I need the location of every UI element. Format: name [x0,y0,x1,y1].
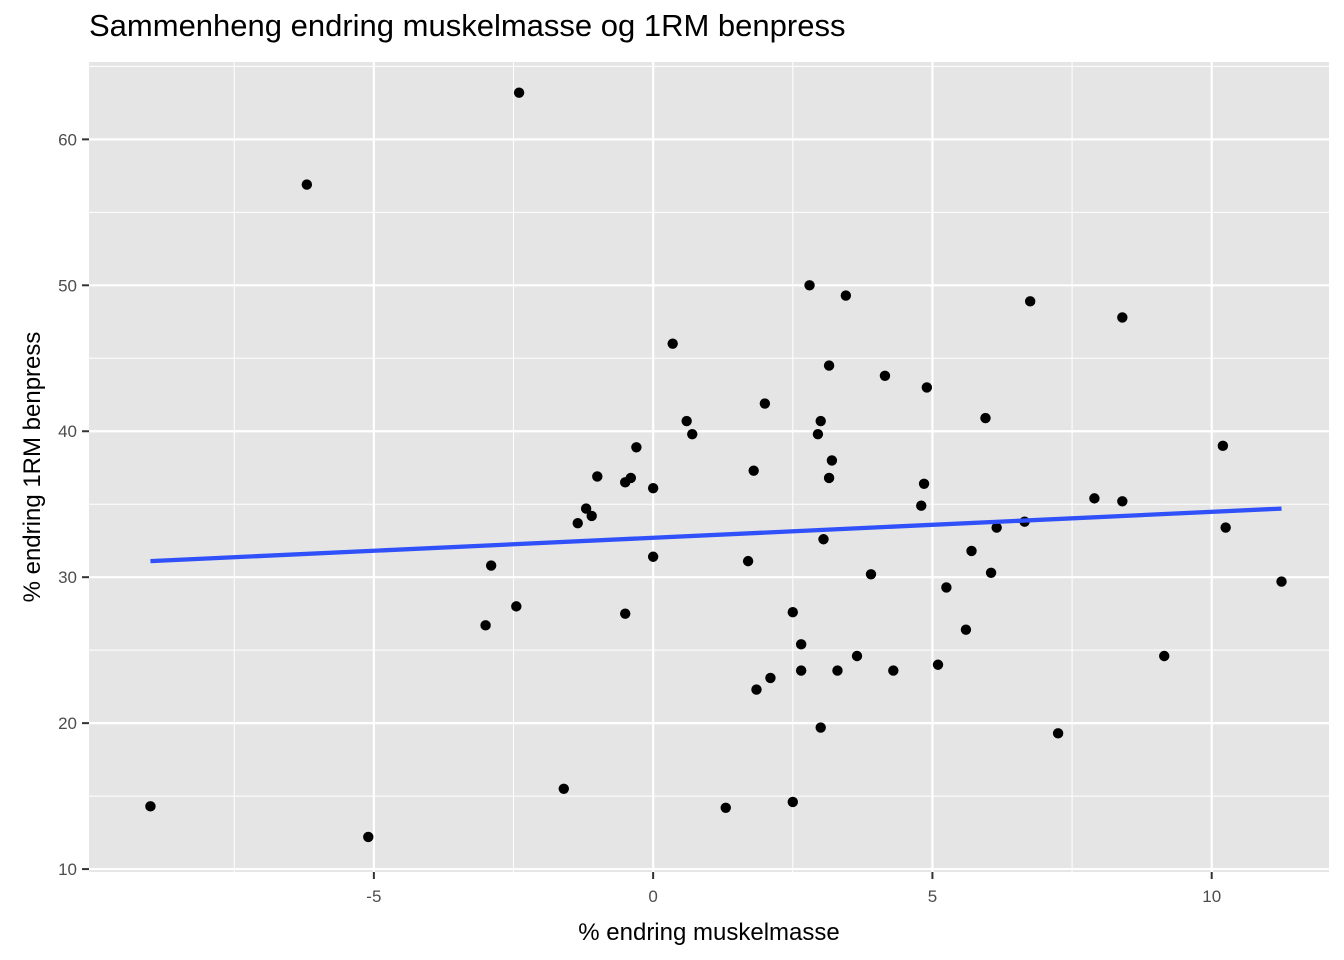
x-tick-label: -5 [366,887,381,906]
data-point-12 [620,608,631,619]
data-point-38 [826,455,838,466]
data-point-63 [1220,522,1231,533]
data-point-64 [1276,576,1287,587]
data-point-58 [1089,493,1100,504]
y-axis: 10 20 30 40 50 60 [58,130,89,879]
data-point-25 [759,398,771,409]
data-point-23 [748,465,759,476]
trend-line [150,506,1282,564]
data-point-61 [1159,650,1170,662]
trend-line-layer [150,506,1282,564]
y-tick-label: 60 [58,130,77,149]
data-point-22 [742,555,754,567]
data-point-51 [966,545,977,557]
data-point-14 [625,472,637,484]
data-point-20 [687,428,698,440]
data-point-0 [145,801,156,812]
x-axis-title: % endring muskelmasse [578,919,839,946]
data-point-17 [647,551,659,562]
data-point-10 [586,510,597,522]
x-tick-label: 0 [648,887,657,906]
data-point-1 [301,179,313,190]
y-tick-label: 40 [58,422,77,441]
data-point-7 [558,783,569,795]
data-point-53 [985,567,997,579]
chart-title: Sammenheng endring muskelmasse og 1RM be… [89,8,846,43]
data-point-9 [580,503,592,514]
x-tick-label: 10 [1202,887,1221,906]
data-point-3 [480,620,491,631]
data-point-34 [815,722,826,733]
data-point-29 [795,639,807,650]
data-point-62 [1217,440,1229,452]
data-point-40 [840,290,852,301]
data-points [145,87,1287,843]
data-point-45 [916,500,927,511]
x-axis: -5 0 5 10 [366,872,1221,906]
data-point-60 [1117,312,1128,323]
data-point-8 [572,517,583,529]
data-point-41 [851,650,863,662]
data-point-11 [592,471,603,482]
plot-panel [89,62,1329,872]
data-point-47 [921,382,933,393]
data-point-21 [720,802,731,813]
y-tick-label: 50 [58,276,77,295]
data-point-33 [815,415,826,427]
data-point-18 [667,338,678,349]
data-point-48 [932,659,944,670]
data-point-44 [888,665,899,676]
data-point-28 [787,796,798,808]
data-point-19 [681,415,692,427]
data-point-6 [513,87,525,98]
data-point-4 [485,560,497,571]
data-point-24 [751,684,762,695]
data-point-32 [812,428,824,440]
data-point-2 [363,831,374,843]
y-axis-title: % endring 1RM benpress [19,332,46,603]
data-point-46 [918,478,930,489]
data-point-37 [823,472,835,484]
x-tick-label: 5 [928,887,937,906]
data-point-15 [631,442,642,453]
major-gridlines [89,62,1329,872]
y-tick-label: 20 [58,714,77,733]
data-point-42 [865,569,877,580]
data-point-56 [1024,296,1036,307]
y-tick-label: 10 [58,860,77,879]
data-point-39 [832,665,843,676]
data-point-16 [647,482,659,494]
data-point-59 [1117,496,1128,507]
data-point-52 [980,412,991,424]
data-point-27 [787,607,798,618]
data-point-5 [511,601,522,612]
data-point-57 [1052,728,1064,739]
data-point-50 [960,624,972,635]
data-point-49 [941,582,952,593]
data-point-31 [804,280,815,291]
data-point-43 [879,370,891,381]
data-point-35 [818,534,829,545]
data-point-36 [823,360,835,371]
data-point-26 [765,672,776,684]
y-tick-label: 30 [58,568,77,587]
data-point-54 [991,522,1002,533]
data-point-30 [795,665,807,676]
